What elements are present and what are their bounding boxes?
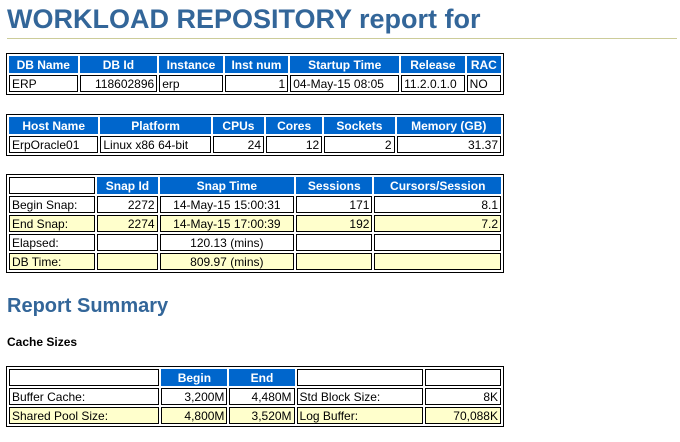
cell-db-id: 118602896: [79, 75, 158, 92]
table-row: Elapsed: 120.13 (mins): [9, 234, 501, 251]
table-row: ErpOracle01 Linux x86 64-bit 24 12 2 31.…: [9, 136, 501, 153]
cell-label: DB Time:: [9, 253, 96, 270]
col-host-name: Host Name: [9, 117, 99, 134]
cell-sockets: 2: [324, 136, 395, 153]
cell-begin: 3,200M: [161, 388, 228, 405]
col-blank: [9, 177, 96, 194]
table-header-row: Snap Id Snap Time Sessions Cursors/Sessi…: [9, 177, 501, 194]
table-row: Begin Snap: 2272 14-May-15 15:00:31 171 …: [9, 196, 501, 213]
cell-begin: 4,800M: [161, 407, 228, 424]
col-blank-3: [424, 369, 501, 386]
cell-label: End Snap:: [9, 215, 96, 232]
col-blank: [9, 369, 160, 386]
cell-value-2: 70,088K: [424, 407, 501, 424]
cell-instance: erp: [159, 75, 223, 92]
host-info-table: Host Name Platform CPUs Cores Sockets Me…: [6, 114, 504, 156]
cell-cursors-session: 7.2: [374, 215, 501, 232]
col-sessions: Sessions: [296, 177, 373, 194]
cell-release: 11.2.0.1.0: [401, 75, 465, 92]
cell-snap-id: [97, 253, 158, 270]
col-cores: Cores: [266, 117, 323, 134]
table-header-row: DB Name DB Id Instance Inst num Startup …: [9, 56, 501, 73]
cell-startup-time: 04-May-15 08:05: [290, 75, 400, 92]
col-startup-time: Startup Time: [290, 56, 400, 73]
cell-label-2: Std Block Size:: [296, 388, 423, 405]
cell-label: Buffer Cache:: [9, 388, 160, 405]
col-begin: Begin: [161, 369, 228, 386]
table-row: End Snap: 2274 14-May-15 17:00:39 192 7.…: [9, 215, 501, 232]
cell-cpus: 24: [212, 136, 265, 153]
cell-cursors-session: 8.1: [374, 196, 501, 213]
cell-snap-time: 14-May-15 17:00:39: [159, 215, 295, 232]
cell-sessions: 171: [296, 196, 373, 213]
col-release: Release: [401, 56, 465, 73]
cell-host-name: ErpOracle01: [9, 136, 99, 153]
col-instance: Instance: [159, 56, 223, 73]
col-cursors-session: Cursors/Session: [374, 177, 501, 194]
table-row: Shared Pool Size: 4,800M 3,520M Log Buff…: [9, 407, 501, 424]
col-snap-time: Snap Time: [159, 177, 295, 194]
col-snap-id: Snap Id: [97, 177, 158, 194]
table-header-row: Begin End: [9, 369, 501, 386]
cell-label-2: Log Buffer:: [296, 407, 423, 424]
cell-sessions: [296, 234, 373, 251]
col-inst-num: Inst num: [224, 56, 289, 73]
report-title: WORKLOAD REPOSITORY report for: [7, 4, 481, 34]
cell-inst-num: 1: [224, 75, 289, 92]
table-row: ERP 118602896 erp 1 04-May-15 08:05 11.2…: [9, 75, 501, 92]
cache-sizes-table: Begin End Buffer Cache: 3,200M 4,480M St…: [6, 366, 504, 427]
col-blank-2: [296, 369, 423, 386]
table-row: DB Time: 809.97 (mins): [9, 253, 501, 270]
cell-value-2: 8K: [424, 388, 501, 405]
cell-memory: 31.37: [396, 136, 501, 153]
col-platform: Platform: [100, 117, 211, 134]
col-cpus: CPUs: [212, 117, 265, 134]
col-rac: RAC: [466, 56, 501, 73]
cell-snap-time: 14-May-15 15:00:31: [159, 196, 295, 213]
report-summary-heading: Report Summary: [7, 295, 169, 317]
cell-end: 3,520M: [229, 407, 295, 424]
snapshot-table: Snap Id Snap Time Sessions Cursors/Sessi…: [6, 174, 504, 273]
col-sockets: Sockets: [324, 117, 395, 134]
cell-cursors-session: [374, 234, 501, 251]
cell-snap-id: [97, 234, 158, 251]
cell-db-name: ERP: [9, 75, 78, 92]
table-row: Buffer Cache: 3,200M 4,480M Std Block Si…: [9, 388, 501, 405]
col-db-id: DB Id: [79, 56, 158, 73]
cell-label: Begin Snap:: [9, 196, 96, 213]
cell-label: Shared Pool Size:: [9, 407, 160, 424]
cell-label: Elapsed:: [9, 234, 96, 251]
cell-cores: 12: [266, 136, 323, 153]
col-memory: Memory (GB): [396, 117, 501, 134]
col-end: End: [229, 369, 295, 386]
cell-platform: Linux x86 64-bit: [100, 136, 211, 153]
table-header-row: Host Name Platform CPUs Cores Sockets Me…: [9, 117, 501, 134]
cell-end: 4,480M: [229, 388, 295, 405]
cell-rac: NO: [466, 75, 501, 92]
cell-snap-time: 809.97 (mins): [159, 253, 295, 270]
cell-sessions: 192: [296, 215, 373, 232]
cell-snap-id: 2274: [97, 215, 158, 232]
cell-cursors-session: [374, 253, 501, 270]
cell-snap-time: 120.13 (mins): [159, 234, 295, 251]
cache-sizes-heading: Cache Sizes: [7, 335, 78, 349]
cell-snap-id: 2272: [97, 196, 158, 213]
db-info-table: DB Name DB Id Instance Inst num Startup …: [6, 53, 504, 95]
col-db-name: DB Name: [9, 56, 78, 73]
title-divider: [7, 38, 677, 39]
cell-sessions: [296, 253, 373, 270]
